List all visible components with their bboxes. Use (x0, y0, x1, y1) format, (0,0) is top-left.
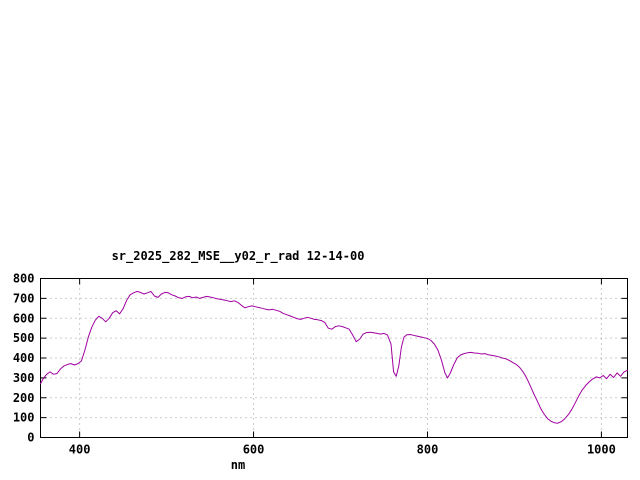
y-tick-label: 800 (13, 272, 35, 286)
y-tick-label: 0 (27, 431, 34, 445)
y-tick-label: 400 (13, 351, 35, 365)
y-tick-label: 200 (13, 391, 35, 405)
y-tick-label: 500 (13, 331, 35, 345)
y-tick-label: 700 (13, 291, 35, 305)
x-axis-label: nm (230, 458, 246, 472)
y-tick-label: 100 (13, 411, 35, 425)
x-tick-label: 1000 (587, 443, 616, 457)
x-tick-label: 800 (417, 443, 439, 457)
x-tick-label: 600 (243, 443, 265, 457)
plot-border (40, 278, 628, 438)
y-tick-label: 300 (13, 371, 35, 385)
y-tick-label: 600 (13, 311, 35, 325)
chart-title: sr_2025_282_MSE__y02_r_rad 12-14-00 (111, 249, 365, 263)
x-tick-label: 400 (69, 443, 91, 457)
series-line (40, 290, 628, 424)
